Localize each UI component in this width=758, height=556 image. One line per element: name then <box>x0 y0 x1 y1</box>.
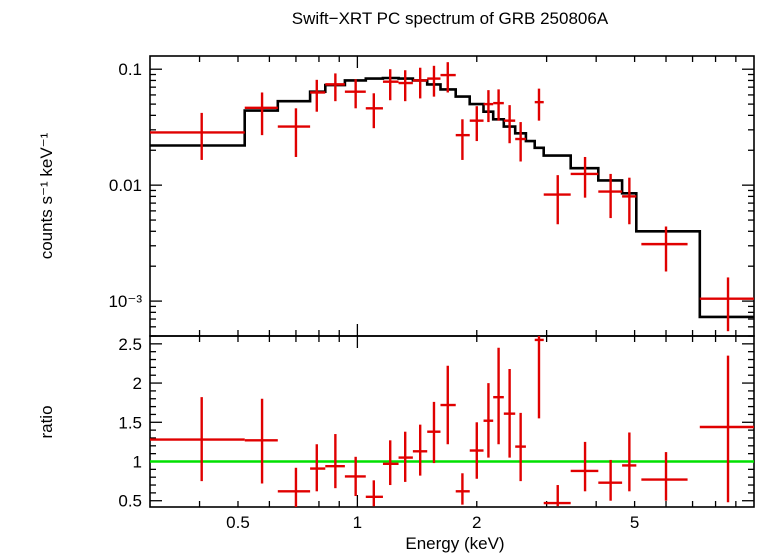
spectrum-data-point <box>483 90 494 123</box>
chart-title: Swift−XRT PC spectrum of GRB 250806A <box>292 9 609 28</box>
ratio-data-point <box>455 473 470 505</box>
y-tick-label: 2.5 <box>118 335 142 354</box>
ratio-panel-frame <box>149 335 755 508</box>
ratio-data-point <box>469 422 484 479</box>
ratio-data-point <box>483 383 494 458</box>
spectrum-data-point <box>325 73 345 102</box>
ratio-data-point <box>365 480 383 507</box>
spectrum-data-point <box>455 119 470 160</box>
spectrum-data-point <box>382 69 399 101</box>
ratio-data-points <box>150 336 754 507</box>
spectrum-y-axis-label: counts s⁻¹ keV⁻¹ <box>37 132 56 259</box>
ratio-axis-ticks: 0.5 1 1.5 2 2.5 0.5 1 2 5 <box>118 335 754 532</box>
y-tick-label: 1 <box>133 453 142 472</box>
spectrum-data-point <box>365 93 383 129</box>
y-tick-label: 1.5 <box>118 413 142 432</box>
y-tick-label: 0.01 <box>109 176 142 195</box>
spectrum-data-point <box>310 79 326 112</box>
ratio-data-point <box>344 456 366 497</box>
x-axis-label: Energy (keV) <box>405 534 504 553</box>
spectrum-data-point <box>150 112 245 160</box>
spectrum-data-point <box>344 79 366 109</box>
ratio-data-point <box>244 398 278 484</box>
ratio-data-point <box>277 467 311 507</box>
ratio-data-point <box>641 452 688 501</box>
y-tick-label: 10⁻³ <box>108 292 142 311</box>
spectrum-data-point <box>244 92 278 136</box>
x-tick-label: 0.5 <box>226 513 250 532</box>
spectrum-data-point <box>493 89 504 121</box>
spectrum-data-point <box>469 106 484 142</box>
y-tick-label: 0.1 <box>118 60 142 79</box>
ratio-data-point <box>427 401 441 464</box>
spectrum-data-point <box>503 105 516 144</box>
ratio-data-point <box>398 431 413 482</box>
ratio-data-point <box>570 441 599 492</box>
x-tick-label: 1 <box>353 513 362 532</box>
spectrum-data-point <box>277 108 311 157</box>
spectrum-panel-frame <box>149 55 755 337</box>
spectrum-data-point <box>534 88 544 121</box>
x-tick-label: 2 <box>472 513 481 532</box>
ratio-data-point <box>412 424 428 476</box>
ratio-data-point <box>493 347 504 445</box>
y-tick-label: 0.5 <box>118 492 142 511</box>
spectrum-data-point <box>570 156 599 198</box>
spectrum-axis-ticks: 0.1 0.01 10⁻³ <box>108 56 754 337</box>
spectrum-data-point <box>699 277 754 332</box>
ratio-data-point <box>515 412 526 482</box>
y-tick-label: 2 <box>133 374 142 393</box>
spectrum-data-point <box>398 70 413 102</box>
ratio-y-axis-label: ratio <box>37 405 56 438</box>
ratio-data-point <box>543 485 571 507</box>
model-step-curve-layer <box>150 76 754 319</box>
x-tick-label: 5 <box>630 513 639 532</box>
spectrum-data-point <box>440 62 456 93</box>
ratio-data-point <box>382 440 399 486</box>
spectrum-data-point <box>412 67 428 99</box>
spectrum-data-points <box>150 62 754 332</box>
ratio-data-point <box>440 365 456 445</box>
spectrum-data-point <box>515 122 526 162</box>
ratio-data-point <box>150 397 245 482</box>
ratio-data-point <box>598 459 623 501</box>
model-step-curve <box>150 76 754 319</box>
spectrum-data-point <box>641 226 688 272</box>
spectrum-data-point <box>543 175 571 225</box>
ratio-data-point <box>310 444 326 492</box>
spectrum-data-point <box>622 177 637 225</box>
ratio-data-point <box>325 434 345 489</box>
spectrum-data-point <box>598 173 623 219</box>
ratio-data-point <box>699 355 754 503</box>
ratio-data-point <box>622 432 637 492</box>
ratio-data-point <box>534 336 544 419</box>
ratio-data-point <box>503 368 516 458</box>
spectrum-data-point <box>427 65 441 97</box>
